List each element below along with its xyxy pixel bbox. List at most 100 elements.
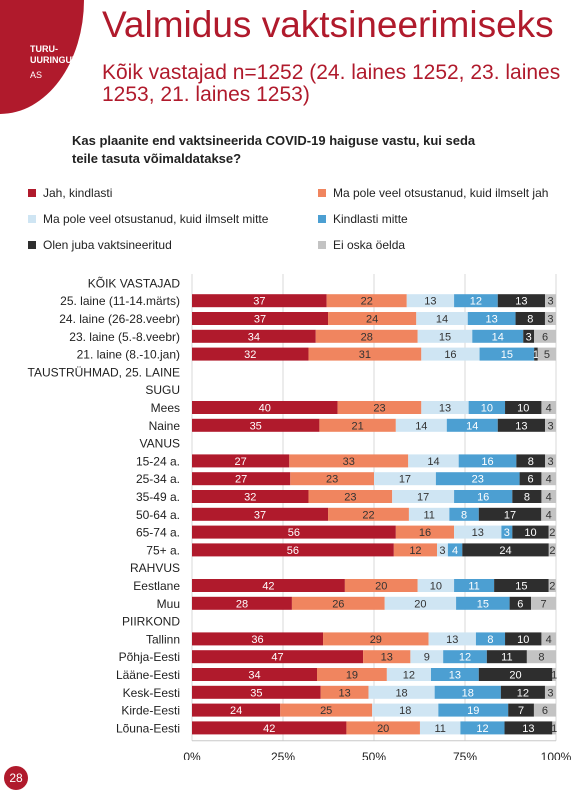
bar-segment [500, 685, 545, 699]
row-label: 65-74 a. [136, 526, 180, 540]
bar-segment [192, 596, 292, 610]
bar-segment [328, 507, 409, 521]
data-label: 19 [467, 705, 479, 717]
bar-segment [523, 329, 535, 343]
row-label: 24. laine (26-28.veebr) [59, 312, 180, 326]
bar-segment [541, 507, 556, 521]
bar-segment [328, 312, 417, 325]
bar-segment [531, 596, 556, 610]
bar-segment [320, 685, 369, 699]
data-label: 11 [501, 652, 512, 664]
bar-segment [552, 668, 556, 681]
row-label: 23. laine (5.-8.veebr) [69, 330, 180, 344]
bar-segment [537, 347, 556, 361]
bar-segment [519, 472, 542, 486]
bar-segment [410, 650, 444, 664]
data-label: 6 [542, 705, 548, 717]
bar-segment [545, 418, 556, 432]
data-label: 13 [522, 723, 534, 735]
data-label: 1 [533, 349, 539, 361]
data-label: 15 [501, 349, 513, 361]
bar-segment [372, 703, 439, 717]
data-label: 56 [287, 545, 299, 557]
bar-segment [467, 312, 516, 325]
data-label: 11 [468, 581, 479, 593]
data-label: 14 [492, 331, 504, 343]
bar-segment [289, 454, 409, 468]
bar-segment [421, 347, 480, 361]
data-label: 3 [547, 687, 553, 699]
data-label: 15 [515, 581, 527, 593]
bar-segment [454, 294, 498, 308]
legend-swatch [318, 241, 326, 249]
data-label: 16 [419, 527, 431, 539]
data-label: 6 [527, 474, 533, 486]
bar-segment [395, 525, 455, 539]
row-label: Lääne-Eesti [116, 668, 180, 682]
data-label: 3 [526, 331, 532, 343]
row-label: Muu [157, 597, 180, 611]
row-label: Tallinn [146, 632, 180, 646]
bar-segment [408, 507, 450, 521]
bar-segment [534, 347, 538, 361]
bar-segment [534, 329, 556, 343]
bar-segment [323, 632, 429, 646]
bar-segment [548, 579, 556, 592]
data-label: 8 [528, 456, 534, 468]
data-label: 25 [320, 705, 332, 717]
row-label: 21. laine (8.-10.jan) [77, 348, 180, 362]
data-label: 22 [362, 509, 374, 521]
bar-segment [319, 418, 396, 432]
data-label: 12 [476, 723, 488, 735]
bar-segment [494, 579, 549, 592]
bar-segment [443, 650, 487, 664]
data-label: 11 [423, 509, 434, 521]
data-label: 6 [517, 598, 523, 610]
data-label: 5 [544, 349, 550, 361]
bar-segment [344, 579, 418, 592]
legend-item: Ei oska öelda [318, 238, 405, 252]
bar-segment [192, 472, 291, 486]
data-label: 3 [548, 456, 554, 468]
data-label: 37 [254, 509, 266, 521]
data-label: 8 [538, 652, 544, 664]
bar-segment [192, 703, 281, 717]
data-label: 31 [359, 349, 371, 361]
bar-segment [416, 312, 468, 325]
data-label: 20 [377, 723, 389, 735]
data-label: 16 [481, 456, 493, 468]
data-label: 28 [361, 331, 373, 343]
group-header: KÕIK VASTAJAD [88, 275, 181, 290]
legend-item: Jah, kindlasti [28, 186, 112, 200]
data-label: 3 [439, 545, 445, 557]
data-label: 17 [504, 509, 516, 521]
bar-segment [545, 454, 556, 468]
data-label: 14 [436, 314, 448, 326]
bar-segment [406, 294, 455, 308]
data-label: 14 [427, 456, 439, 468]
legend-label: Ma pole veel otsustanud, kuid ilmselt ja… [333, 186, 549, 200]
bar-segment [192, 312, 329, 325]
bar-segment [392, 490, 455, 503]
data-label: 13 [486, 314, 498, 326]
bar-segment [291, 596, 385, 610]
legend-item: Ma pole veel otsustanud, kuid ilmselt ja… [318, 186, 548, 200]
data-label: 24 [366, 314, 378, 326]
bar-segment [192, 294, 327, 308]
page-title: Valmidus vaktsineerimiseks [102, 4, 554, 45]
data-label: 20 [414, 598, 426, 610]
legend-item: Kindlasti mitte [318, 212, 408, 226]
bar-segment [552, 721, 556, 735]
data-label: 27 [235, 456, 247, 468]
bar-segment [192, 347, 309, 361]
bar-segment [548, 525, 556, 539]
data-label: 19 [346, 670, 358, 682]
data-label: 2 [549, 527, 555, 539]
data-label: 24 [499, 545, 511, 557]
legend-label: Olen juba vaktsineeritud [43, 238, 172, 252]
data-label: 13 [446, 634, 458, 646]
data-label: 20 [509, 670, 521, 682]
data-label: 20 [375, 581, 387, 593]
bar-segment [479, 347, 535, 361]
legend-swatch [318, 189, 326, 197]
